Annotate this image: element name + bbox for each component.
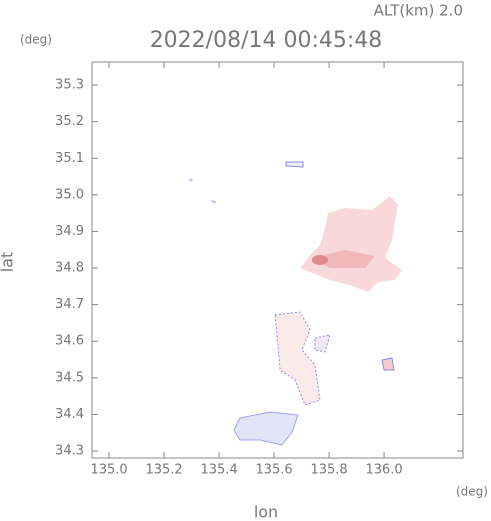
y-tick-label: 35.2 <box>55 114 84 129</box>
echo-area <box>210 200 216 204</box>
x-tick-label: 135.8 <box>310 463 347 478</box>
echo-core <box>312 250 375 268</box>
y-tick-label: 34.8 <box>55 261 84 276</box>
y-unit: (deg) <box>20 33 52 47</box>
y-tick-label: 34.4 <box>55 407 84 422</box>
x-tick-label: 135.0 <box>90 463 127 478</box>
echo-peak <box>312 255 328 265</box>
echo-area <box>285 161 304 168</box>
y-tick-label: 34.5 <box>55 370 84 385</box>
echo-area <box>274 311 321 406</box>
y-tick-label: 34.3 <box>55 444 84 459</box>
echo-area <box>381 357 395 371</box>
y-tick-label: 35.1 <box>55 151 84 166</box>
y-tick-label: 35.0 <box>55 187 84 202</box>
y-axis-label: lat <box>0 252 17 273</box>
echo-area <box>314 334 331 353</box>
x-tick-label: 136.0 <box>365 463 402 478</box>
y-tick-label: 34.7 <box>55 297 84 312</box>
x-unit: (deg) <box>456 485 488 499</box>
altitude-label: ALT(km) 2.0 <box>374 2 463 20</box>
radar-echoes <box>188 161 402 446</box>
y-tick-label: 35.3 <box>55 78 84 93</box>
x-tick-label: 135.2 <box>145 463 182 478</box>
plot-frame <box>91 61 464 459</box>
y-tick-label: 34.9 <box>55 224 84 239</box>
x-tick-label: 135.4 <box>200 463 237 478</box>
echo-area <box>233 411 299 446</box>
chart-title: 2022/08/14 00:45:48 <box>150 28 383 53</box>
y-tick-label: 34.6 <box>55 334 84 349</box>
echo-area <box>188 179 193 182</box>
x-tick-label: 135.6 <box>255 463 292 478</box>
echo-area <box>300 196 402 292</box>
x-axis-label: lon <box>254 503 278 521</box>
